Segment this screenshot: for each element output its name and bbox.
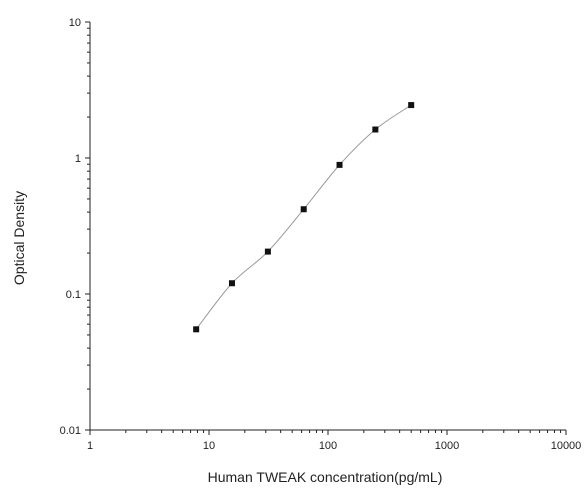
x-axis-label: Human TWEAK concentration(pg/mL) xyxy=(208,469,443,485)
x-tick-label: 10 xyxy=(203,440,215,452)
y-axis-ticks: 0.01 0.1 1 10 xyxy=(60,17,90,437)
x-tick-label: 100 xyxy=(319,440,337,452)
fit-curve xyxy=(195,104,412,330)
data-point xyxy=(264,248,271,255)
data-point xyxy=(336,161,343,168)
y-tick-label: 10 xyxy=(69,17,81,29)
y-tick-label: 1 xyxy=(75,153,81,165)
x-axis-ticks: 1 10 100 1000 10000 xyxy=(87,430,581,452)
y-tick-label: 0.01 xyxy=(60,425,81,437)
axes xyxy=(89,22,566,431)
data-points xyxy=(193,102,415,333)
data-point xyxy=(372,126,379,133)
data-point xyxy=(193,326,200,333)
data-point xyxy=(300,206,307,213)
x-tick-label: 1000 xyxy=(435,440,459,452)
data-point xyxy=(408,102,415,109)
x-tick-label: 10000 xyxy=(551,440,582,452)
y-axis-label: Optical Density xyxy=(11,191,27,285)
data-point xyxy=(228,280,235,287)
y-tick-label: 0.1 xyxy=(66,289,81,301)
x-tick-label: 1 xyxy=(87,440,93,452)
